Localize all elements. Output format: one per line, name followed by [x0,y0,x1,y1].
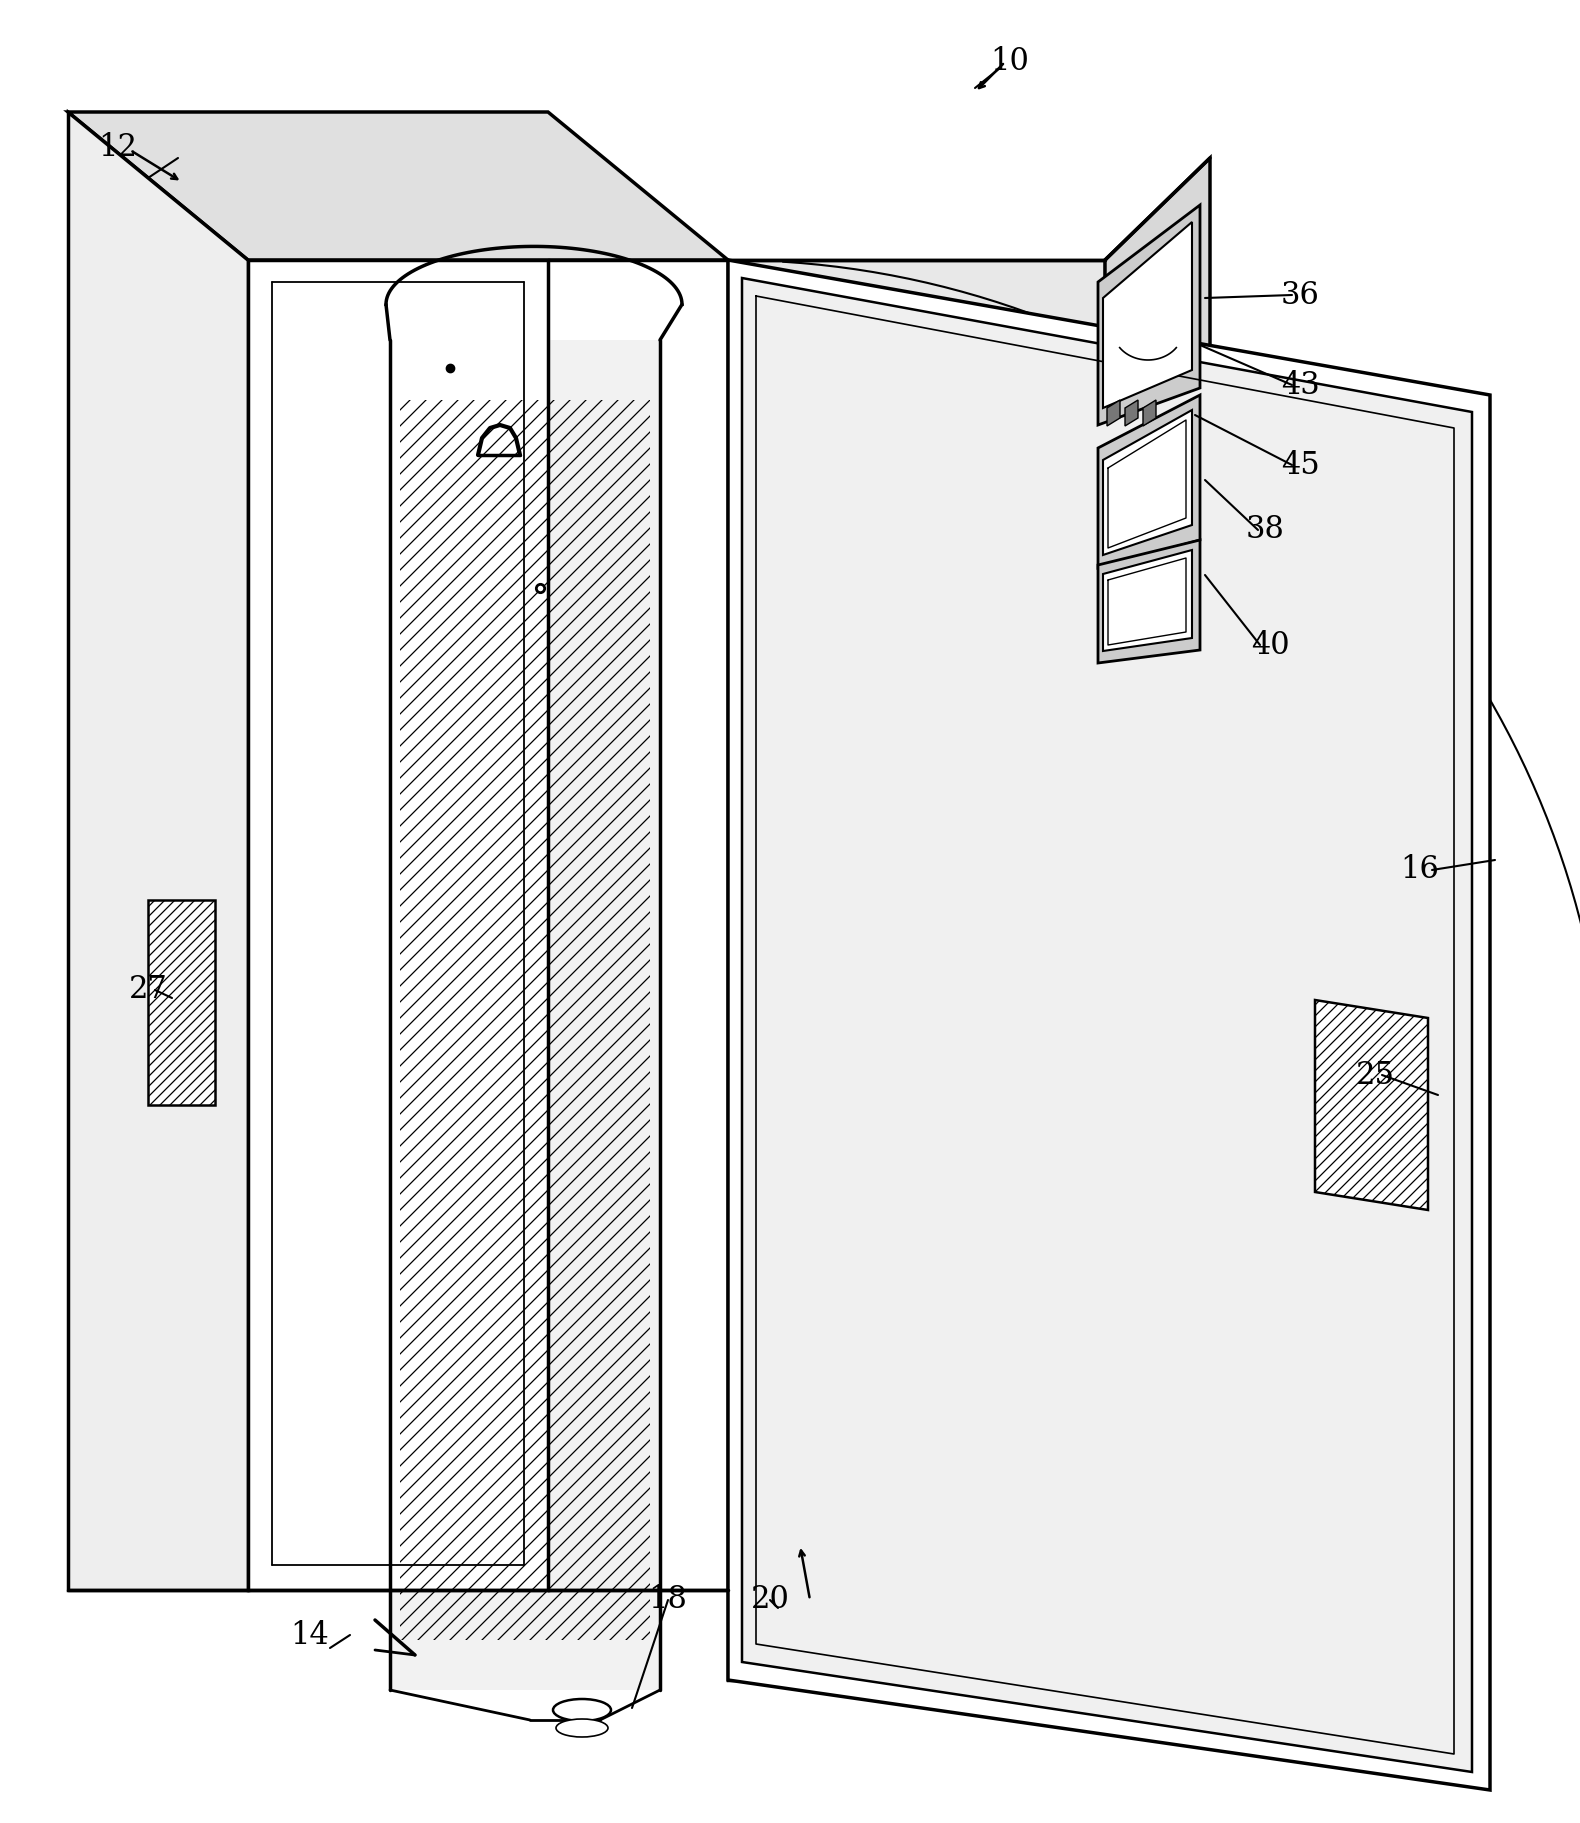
Text: 45: 45 [1281,450,1319,481]
Polygon shape [1142,399,1157,427]
Polygon shape [1108,399,1120,427]
Ellipse shape [556,1719,608,1737]
Polygon shape [1103,222,1191,408]
Text: 36: 36 [1280,279,1319,310]
Text: 18: 18 [648,1584,687,1615]
Text: 25: 25 [1356,1059,1395,1090]
Ellipse shape [553,1699,611,1721]
Polygon shape [1098,540,1199,664]
Polygon shape [390,341,660,1690]
Polygon shape [248,261,548,1590]
Polygon shape [1104,159,1210,1681]
Polygon shape [68,111,728,261]
Polygon shape [1103,410,1191,554]
Text: 27: 27 [128,975,167,1006]
Text: 12: 12 [98,133,137,164]
Polygon shape [149,901,215,1105]
Text: 14: 14 [291,1619,329,1650]
Text: 10: 10 [991,47,1030,78]
Text: 40: 40 [1251,629,1289,660]
Polygon shape [728,261,1490,1790]
Text: 38: 38 [1245,514,1285,545]
Polygon shape [1125,399,1138,427]
Text: 20: 20 [750,1584,790,1615]
Polygon shape [1315,1001,1428,1210]
Polygon shape [68,111,248,1590]
Text: 16: 16 [1400,855,1439,886]
Polygon shape [1103,551,1191,651]
Polygon shape [1098,204,1199,425]
Polygon shape [1098,396,1199,569]
Text: 43: 43 [1281,370,1319,401]
Polygon shape [728,261,1104,1681]
Polygon shape [743,277,1473,1772]
